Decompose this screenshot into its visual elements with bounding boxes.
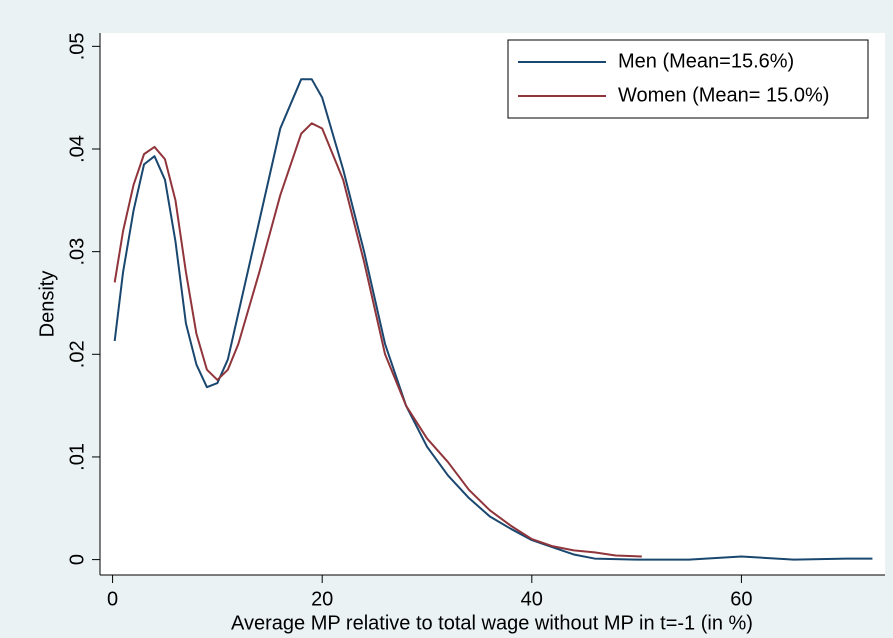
legend-label: Men (Mean=15.6%) <box>618 50 794 72</box>
y-tick-label: 0 <box>66 554 88 565</box>
y-axis-label: Density <box>36 271 58 338</box>
y-tick-label: .05 <box>66 32 88 60</box>
y-tick-label: .04 <box>66 135 88 163</box>
x-tick-label: 0 <box>107 588 118 610</box>
y-tick-label: .02 <box>66 340 88 368</box>
legend-label: Women (Mean= 15.0%) <box>618 84 829 106</box>
y-tick-label: .03 <box>66 238 88 266</box>
x-tick-label: 20 <box>311 588 333 610</box>
x-tick-label: 40 <box>521 588 543 610</box>
density-line <box>113 78 873 561</box>
x-tick-label: 60 <box>730 588 752 610</box>
y-tick-label: .01 <box>66 443 88 471</box>
plot-area <box>100 33 885 575</box>
legend-box <box>507 39 869 119</box>
x-axis-label: Average MP relative to total wage withou… <box>231 612 753 634</box>
density-line <box>113 122 642 558</box>
